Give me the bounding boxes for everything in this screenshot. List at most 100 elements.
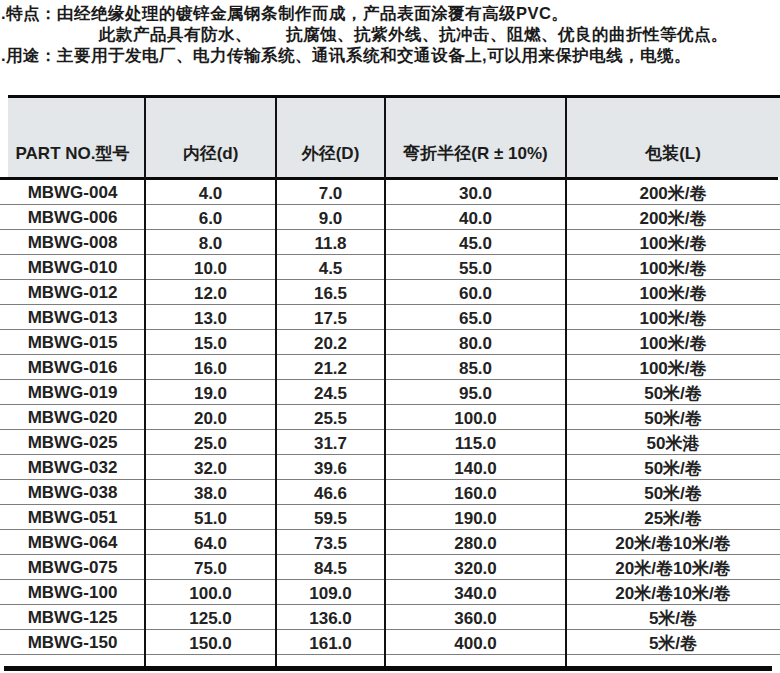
cell-bend-radius: 95.0 [385, 380, 566, 404]
cell-packaging: 50米/卷 [566, 380, 780, 404]
header-bend-radius: 弯折半径(R ± 10%) [385, 98, 566, 177]
spec-table: PART NO.型号 内径(d) 外径(D) 弯折半径(R ± 10%) 包装(… [0, 95, 780, 673]
cell-packaging: 100米/卷 [566, 230, 780, 254]
cell-inner-diameter: 16.0 [145, 355, 276, 379]
cell-bend-radius: 140.0 [385, 455, 566, 479]
cell-packaging: 100米/卷 [566, 255, 780, 279]
table-row: MBWG-010 10.0 4.5 55.0 100米/卷 [0, 255, 780, 280]
cell-inner-diameter: 32.0 [145, 455, 276, 479]
cell-outer-diameter: 31.7 [276, 430, 385, 454]
cell-outer-diameter: 9.0 [276, 205, 385, 229]
table-row: MBWG-032 32.0 39.6 140.0 50米/卷 [0, 455, 780, 480]
cell-outer-diameter: 20.2 [276, 330, 385, 354]
cell-bend-radius: 340.0 [385, 580, 566, 604]
cell-packaging: 100米/卷 [566, 355, 780, 379]
header-inner-diameter: 内径(d) [145, 98, 276, 177]
cell-inner-diameter: 51.0 [145, 505, 276, 529]
cell-inner-diameter: 100.0 [145, 580, 276, 604]
cell-outer-diameter: 109.0 [276, 580, 385, 604]
cell-packaging: 100米/卷 [566, 305, 780, 329]
cell-outer-diameter: 16.5 [276, 280, 385, 304]
table-row: MBWG-015 15.0 20.2 80.0 100米/卷 [0, 330, 780, 355]
cell-part-no: MBWG-013 [0, 305, 145, 329]
cell-part-no: MBWG-019 [0, 380, 145, 404]
cell-bend-radius: 40.0 [385, 205, 566, 229]
cell-outer-diameter: 46.6 [276, 480, 385, 504]
cell-part-no: MBWG-006 [0, 205, 145, 229]
header-part-no: PART NO.型号 [0, 98, 145, 177]
cell-inner-diameter: 4.0 [145, 180, 276, 204]
cell-outer-diameter: 24.5 [276, 380, 385, 404]
cell-bend-radius: 100.0 [385, 405, 566, 429]
cell-outer-diameter: 7.0 [276, 180, 385, 204]
header-packaging: 包装(L) [566, 98, 780, 177]
cell-inner-diameter: 15.0 [145, 330, 276, 354]
cell-bend-radius: 400.0 [385, 630, 566, 654]
cell-inner-diameter: 20.0 [145, 405, 276, 429]
cell-outer-diameter: 59.5 [276, 505, 385, 529]
cell-bend-radius: 55.0 [385, 255, 566, 279]
datasheet-page: .特点：由经绝缘处理的镀锌金属钢条制作而成，产品表面涂覆有高级PVC。 此款产品… [0, 0, 780, 673]
usage-line: .用途：主要用于发电厂、电力传输系统、通讯系统和交通设备上,可以用来保护电线，电… [1, 45, 691, 67]
cell-outer-diameter: 84.5 [276, 555, 385, 579]
cell-inner-diameter: 6.0 [145, 205, 276, 229]
cell-packaging: 200米/卷 [566, 180, 780, 204]
cell-outer-diameter: 11.8 [276, 230, 385, 254]
cell-part-no: MBWG-100 [0, 580, 145, 604]
cell-inner-diameter: 64.0 [145, 530, 276, 554]
cell-part-no: MBWG-064 [0, 530, 145, 554]
table-row: MBWG-025 25.0 31.7 115.0 50米港 [0, 430, 780, 455]
cell-inner-diameter: 150.0 [145, 630, 276, 654]
cell-part-no: MBWG-025 [0, 430, 145, 454]
table-row: MBWG-012 12.0 16.5 60.0 100米/卷 [0, 280, 780, 305]
product-intro: .特点：由经绝缘处理的镀锌金属钢条制作而成，产品表面涂覆有高级PVC。 此款产品… [0, 0, 780, 90]
column-divider-4 [565, 98, 567, 666]
cell-inner-diameter: 38.0 [145, 480, 276, 504]
cell-outer-diameter: 161.0 [276, 630, 385, 654]
cell-bend-radius: 115.0 [385, 430, 566, 454]
cell-part-no: MBWG-150 [0, 630, 145, 654]
table-row: MBWG-013 13.0 17.5 65.0 100米/卷 [0, 305, 780, 330]
cell-packaging: 100米/卷 [566, 280, 780, 304]
cell-bend-radius: 320.0 [385, 555, 566, 579]
table-row: MBWG-038 38.0 46.6 160.0 50米/卷 [0, 480, 780, 505]
table-body: MBWG-004 4.0 7.0 30.0 200米/卷 MBWG-006 6.… [0, 180, 780, 655]
cell-part-no: MBWG-010 [0, 255, 145, 279]
cell-packaging: 25米/卷 [566, 505, 780, 529]
header-outer-diameter: 外径(D) [276, 98, 385, 177]
table-row: MBWG-008 8.0 11.8 45.0 100米/卷 [0, 230, 780, 255]
cell-bend-radius: 160.0 [385, 480, 566, 504]
cell-part-no: MBWG-075 [0, 555, 145, 579]
cell-outer-diameter: 21.2 [276, 355, 385, 379]
cell-inner-diameter: 10.0 [145, 255, 276, 279]
cell-bend-radius: 190.0 [385, 505, 566, 529]
cell-outer-diameter: 136.0 [276, 605, 385, 629]
cell-bend-radius: 85.0 [385, 355, 566, 379]
table-row: MBWG-004 4.0 7.0 30.0 200米/卷 [0, 180, 780, 205]
feature-line-2: 此款产品具有防水、 抗腐蚀、抗紫外线、抗冲击、阻燃、优良的曲折性等优点。 [99, 24, 728, 46]
table-row: MBWG-125 125.0 136.0 360.0 5米/卷 [0, 605, 780, 630]
cell-outer-diameter: 4.5 [276, 255, 385, 279]
cell-packaging: 50米/卷 [566, 455, 780, 479]
cell-bend-radius: 80.0 [385, 330, 566, 354]
cell-packaging: 20米/卷10米/卷 [566, 555, 780, 579]
cell-inner-diameter: 25.0 [145, 430, 276, 454]
cell-part-no: MBWG-125 [0, 605, 145, 629]
cell-part-no: MBWG-032 [0, 455, 145, 479]
table-row: MBWG-006 6.0 9.0 40.0 200米/卷 [0, 205, 780, 230]
cell-outer-diameter: 73.5 [276, 530, 385, 554]
cell-bend-radius: 60.0 [385, 280, 566, 304]
cell-part-no: MBWG-012 [0, 280, 145, 304]
column-divider-1 [144, 98, 146, 666]
table-row: MBWG-019 19.0 24.5 95.0 50米/卷 [0, 380, 780, 405]
cell-inner-diameter: 12.0 [145, 280, 276, 304]
cell-bend-radius: 65.0 [385, 305, 566, 329]
cell-inner-diameter: 19.0 [145, 380, 276, 404]
table-row: MBWG-100 100.0 109.0 340.0 20米/卷10米/卷 [0, 580, 780, 605]
cell-part-no: MBWG-051 [0, 505, 145, 529]
cell-bend-radius: 280.0 [385, 530, 566, 554]
cell-packaging: 50米港 [566, 430, 780, 454]
table-row: MBWG-150 150.0 161.0 400.0 5米/卷 [0, 630, 780, 655]
cell-packaging: 5米/卷 [566, 605, 780, 629]
cell-inner-diameter: 75.0 [145, 555, 276, 579]
